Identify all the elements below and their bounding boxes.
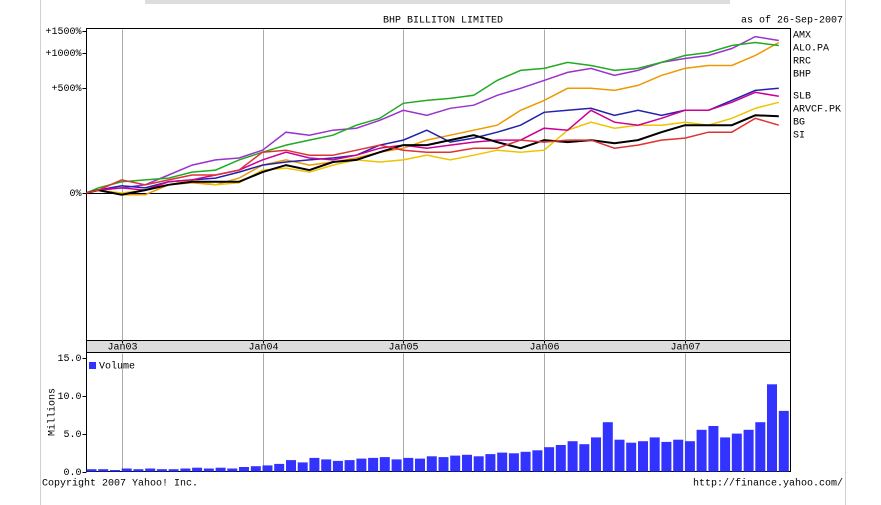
volume-bar <box>473 456 484 472</box>
volume-bar <box>497 452 508 472</box>
volume-bar <box>485 454 496 472</box>
x-tick-label: Jan04 <box>248 343 278 354</box>
series-line <box>86 41 779 194</box>
volume-bar <box>98 469 109 472</box>
volume-bar <box>110 470 120 472</box>
volume-bar <box>156 469 167 472</box>
volume-bar <box>203 468 214 472</box>
legend-label: AMX <box>793 31 811 42</box>
volume-bar <box>274 463 285 472</box>
legend-label: SLB <box>793 92 811 103</box>
volume-bar <box>344 460 355 472</box>
copyright: Copyright 2007 Yahoo! Inc. <box>42 478 198 490</box>
volume-bar <box>684 441 695 472</box>
y-tick-label: +500% <box>51 84 81 95</box>
x-tick-label: Jan05 <box>388 343 418 354</box>
volume-bar <box>121 468 132 472</box>
series-line <box>86 91 779 194</box>
volume-bar <box>309 457 320 472</box>
volume-bar <box>145 468 156 472</box>
x-tick-label: Jan07 <box>670 343 700 354</box>
volume-bar <box>462 454 472 472</box>
y-tick-label: 0% <box>69 189 81 200</box>
volume-bar <box>297 462 308 472</box>
volume-bar <box>262 465 273 472</box>
volume-axis-label: Millions <box>47 388 59 436</box>
volume-bar <box>661 441 672 472</box>
source-url: http://finance.yahoo.com/ <box>693 478 843 490</box>
volume-bar <box>708 426 719 472</box>
top-bar <box>145 0 730 4</box>
volume-bar <box>743 429 754 472</box>
volume-bar <box>673 439 684 472</box>
volume-bar <box>731 433 742 472</box>
volume-bar <box>755 422 766 472</box>
series-line <box>86 114 779 196</box>
y-tick-label: 0.0 <box>63 468 81 479</box>
volume-bar <box>696 429 707 472</box>
volume-bar <box>567 441 578 472</box>
volume-bar <box>555 445 566 472</box>
volume-bar <box>239 467 249 472</box>
legend-label: RRC <box>793 57 811 68</box>
volume-bar <box>368 457 379 472</box>
volume-bar <box>391 459 402 472</box>
volume-bar <box>508 453 519 472</box>
volume-bar <box>286 460 296 472</box>
chart-title: BHP BILLITON LIMITED <box>383 16 503 27</box>
volume-bar <box>321 459 332 472</box>
y-tick-label: +1000% <box>45 49 81 60</box>
volume-bar <box>591 437 601 472</box>
volume-bar <box>626 442 637 472</box>
legend-swatch <box>89 362 96 369</box>
series-line <box>86 117 780 194</box>
x-tick-label: Jan03 <box>107 343 137 354</box>
volume-bar <box>415 458 425 472</box>
legend-label: BG <box>793 118 805 129</box>
volume-bar <box>544 447 555 472</box>
y-tick-label: 10.0 <box>57 392 81 403</box>
volume-bar <box>180 468 191 472</box>
legend-label: Volume <box>99 361 135 373</box>
volume-bar <box>579 444 590 472</box>
volume-bar <box>86 469 97 472</box>
volume-bar <box>438 457 449 472</box>
volume-bar <box>403 457 414 472</box>
volume-bar <box>720 437 731 472</box>
volume-bar <box>450 455 461 472</box>
volume-bar <box>227 468 238 472</box>
legend-label: SI <box>793 131 805 142</box>
volume-bar <box>133 469 144 472</box>
legend-label: ARVCF.PK <box>793 105 841 116</box>
volume-bar <box>520 451 531 472</box>
legend-label: BHP <box>793 70 811 81</box>
volume-bar <box>778 410 789 472</box>
volume-bar <box>379 457 390 472</box>
volume-bar <box>215 467 226 472</box>
volume-bar <box>532 450 543 472</box>
volume-bar <box>767 384 777 472</box>
volume-bar <box>602 422 613 472</box>
chart-subtitle: as of 26-Sep-2007 <box>741 15 843 27</box>
volume-bar <box>638 441 648 472</box>
volume-bar <box>614 439 625 472</box>
x-tick-label: Jan06 <box>529 343 559 354</box>
volume-bar <box>332 460 343 472</box>
y-tick-label: 15.0 <box>57 354 81 365</box>
volume-bar <box>426 456 437 472</box>
y-tick-label: +1500% <box>45 27 81 38</box>
volume-bar <box>168 469 179 472</box>
legend-label: ALO.PA <box>793 44 829 55</box>
volume-bar <box>356 458 367 472</box>
volume-bar <box>649 437 660 472</box>
volume-bar <box>250 466 261 472</box>
y-tick-label: 5.0 <box>63 430 81 441</box>
volume-bar <box>192 467 203 472</box>
